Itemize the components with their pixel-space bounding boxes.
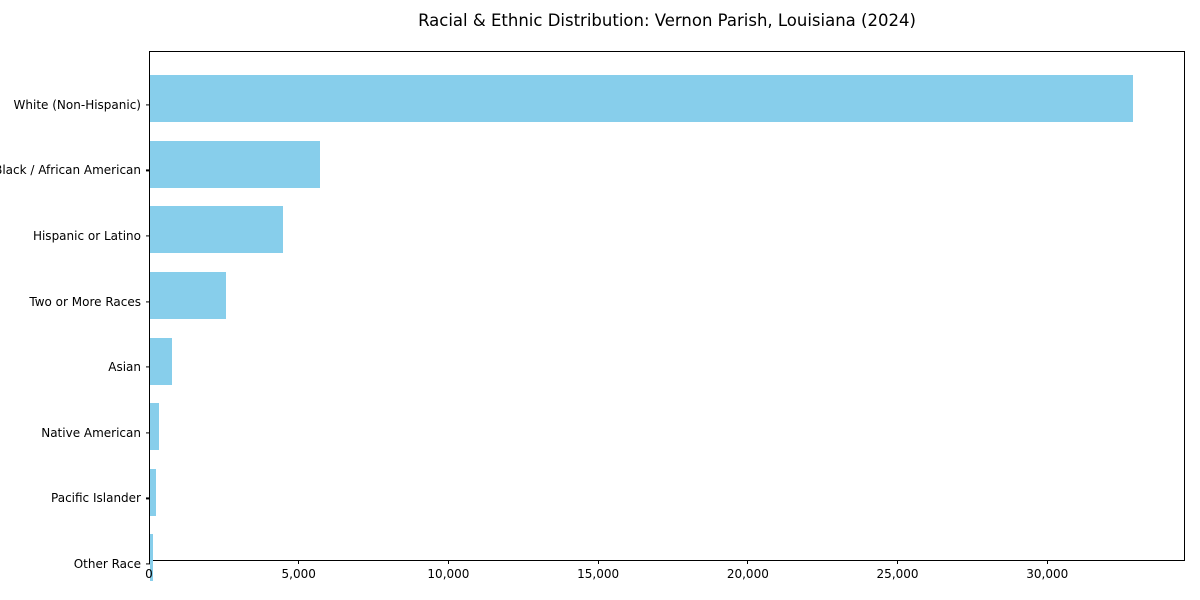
category-label: Pacific Islander [51,491,141,506]
bar-row: Asian [108,337,1184,397]
category-label: Hispanic or Latino [32,229,141,244]
chart-title: Racial & Ethnic Distribution: Vernon Par… [418,11,916,30]
bar [150,534,153,582]
category-label: Other Race [73,556,141,571]
x-tick-label: 20,000 [726,567,769,581]
x-tick-label: 5,000 [281,567,316,581]
x-tick-mark [298,560,300,564]
x-tick-label: 15,000 [577,567,620,581]
y-tick-mark [146,104,150,106]
category-label: Two or More Races [29,294,141,309]
plot-area: White (Non-Hispanic) Black / African Amer… [0,51,1185,582]
category-label: Black / African American [0,163,141,178]
y-tick-mark [146,169,150,172]
y-tick-mark [146,432,150,434]
category-label: White (Non-Hispanic) [13,97,141,112]
bar-row: Two or More Races [29,271,1184,331]
bar [150,403,160,451]
bar [150,468,156,516]
bar-row: Native American [41,403,1184,462]
bar [150,140,321,188]
bar [150,271,227,319]
category-label: Asian [108,360,141,375]
bar-row: Black / African American [0,140,1184,200]
y-tick-mark [146,301,150,303]
x-tick-mark [1046,560,1048,564]
bar-row: White (Non-Hispanic) [14,75,1184,134]
x-tick-label: 10,000 [427,567,470,581]
bar-row: Other Race [74,534,1184,593]
y-tick-mark [146,497,150,499]
bar [150,337,172,385]
x-tick-mark [447,560,449,564]
bar [150,206,283,254]
bar-rows: White (Non-Hispanic) Black / African Amer… [0,52,1184,594]
y-tick-mark [146,235,150,237]
category-label: Native American [41,425,141,440]
x-axis: 0 5,000 10,000 15,000 20,000 25,000 30,000 [145,560,1185,590]
bar [150,75,1134,123]
x-tick-mark [747,560,749,564]
y-tick-mark [146,366,150,368]
x-tick-label: 30,000 [1026,567,1069,581]
bar-row: Hispanic or Latino [33,206,1184,265]
x-tick-mark [897,560,899,564]
x-tick-mark [148,560,150,564]
x-tick-label: 25,000 [876,567,919,581]
y-tick-mark [146,563,150,565]
bar-row: Pacific Islander [51,468,1184,528]
x-tick-label: 0 [145,567,153,581]
x-tick-mark [597,560,599,564]
